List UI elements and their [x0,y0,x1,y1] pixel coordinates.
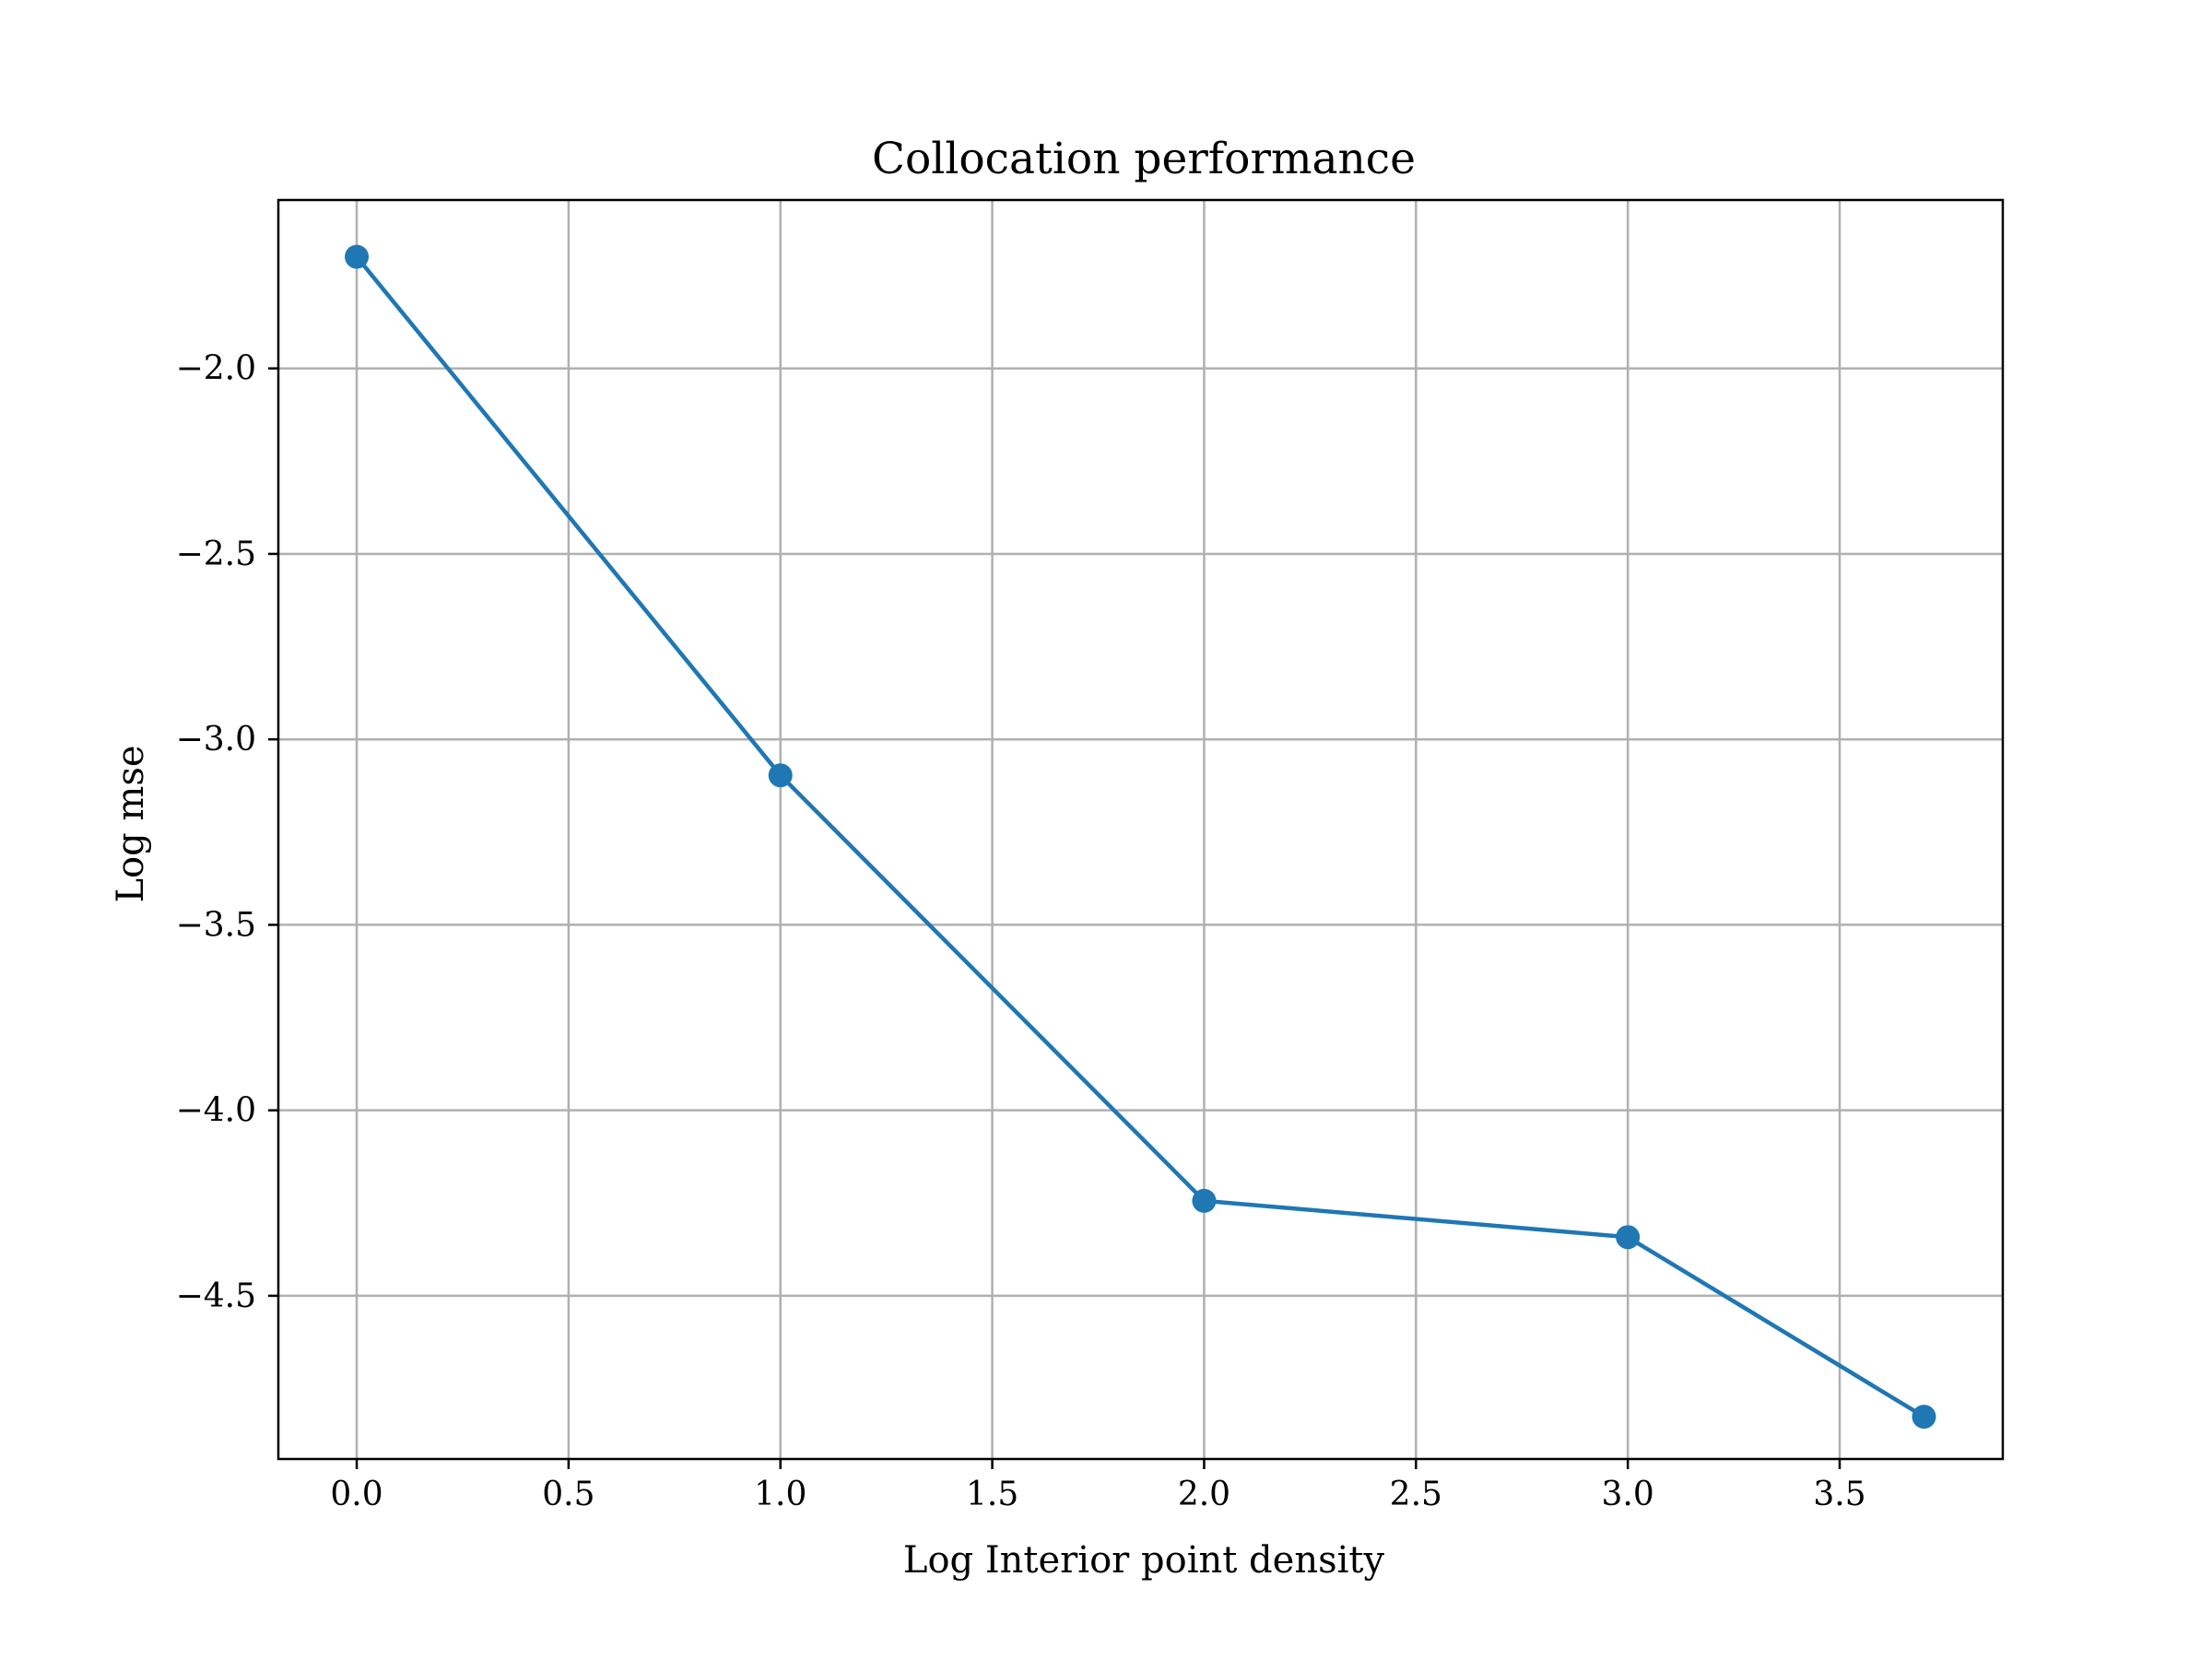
plot-area-frame [276,198,2005,1461]
y-tick-label: −4.5 [176,1277,256,1315]
x-axis-label: Log Interior point density [903,1539,1385,1582]
x-tick-label: 0.5 [542,1476,594,1513]
x-tick-label: 3.0 [1602,1476,1654,1513]
data-point-marker [1912,1405,1936,1430]
axis-ticks: 0.0 0.5 1.0 1.5 2.0 2.5 3.0 3.5 −2.0 −2.5 −3.0 −3.5… [176,350,1866,1513]
data-point-marker [345,244,370,269]
x-tick-label: 2.5 [1390,1476,1442,1513]
y-axis-label: Log mse [110,745,152,902]
y-tick-label: −4.0 [176,1092,256,1130]
x-tick-label: 0.0 [330,1476,382,1513]
y-tick-label: −3.0 [176,721,256,759]
x-tick-label: 3.5 [1813,1476,1865,1513]
x-tick-label: 1.0 [754,1476,806,1513]
data-point-marker [1616,1225,1641,1250]
grid-lines [278,200,2003,1459]
x-tick-label: 1.5 [966,1476,1018,1513]
data-point-marker [768,763,793,788]
chart-title: Collocation performance [872,134,1416,184]
y-tick-label: −2.0 [176,350,256,388]
y-tick-label: −3.5 [176,906,256,944]
y-tick-label: −2.5 [176,535,256,573]
series-layer [345,244,1936,1430]
x-tick-label: 2.0 [1178,1476,1230,1513]
data-point-marker [1192,1188,1217,1213]
